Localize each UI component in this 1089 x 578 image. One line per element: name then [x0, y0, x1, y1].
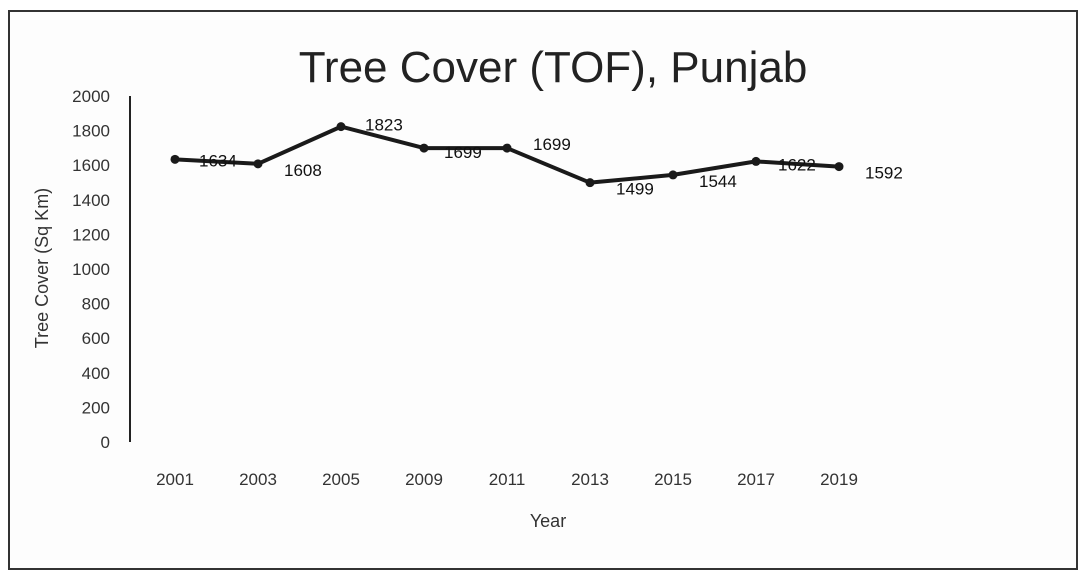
- data-point: [419, 143, 429, 153]
- x-tick-label: 2017: [737, 470, 775, 489]
- y-tick-label: 200: [82, 398, 110, 417]
- y-tick-label: 1600: [72, 156, 110, 175]
- chart-frame: [8, 10, 1078, 570]
- data-point: [336, 122, 346, 132]
- data-point: [170, 154, 180, 164]
- data-point: [751, 156, 761, 166]
- y-axis-title: Tree Cover (Sq Km): [32, 188, 52, 348]
- data-label: 1823: [365, 116, 403, 135]
- data-label: 1608: [284, 161, 322, 180]
- data-point: [253, 159, 263, 169]
- data-label: 1699: [533, 135, 571, 154]
- y-tick-label: 400: [82, 364, 110, 383]
- x-tick-label: 2009: [405, 470, 443, 489]
- data-label: 1544: [699, 172, 737, 191]
- x-axis-title: Year: [530, 511, 566, 531]
- x-tick-label: 2001: [156, 470, 194, 489]
- x-tick-label: 2013: [571, 470, 609, 489]
- y-tick-label: 600: [82, 329, 110, 348]
- series-group: [170, 122, 844, 188]
- x-tick-label: 2005: [322, 470, 360, 489]
- data-point: [585, 178, 595, 188]
- series-line: [174, 124, 840, 185]
- data-label: 1634: [199, 151, 237, 170]
- y-tick-label: 800: [82, 295, 110, 314]
- data-point: [668, 170, 678, 180]
- data-labels: 1634 1608 1823 1699 1699 1499 1544 1622 1592: [199, 116, 903, 199]
- y-tick-label: 1400: [72, 191, 110, 210]
- data-point: [502, 143, 512, 153]
- x-tick-label: 2011: [489, 470, 526, 489]
- data-label: 1699: [444, 143, 482, 162]
- data-label: 1592: [865, 164, 903, 183]
- data-label: 1622: [778, 155, 816, 174]
- x-tick-labels: 2001 2003 2005 2009 2011 2013 2015 2017 2019: [156, 470, 858, 489]
- y-tick-labels: 0 200 400 600 800 1000 1200 1400 1600 1800 2000: [72, 87, 110, 452]
- data-label: 1499: [616, 180, 654, 199]
- y-tick-label: 1200: [72, 225, 110, 244]
- y-tick-label: 1800: [72, 122, 110, 141]
- x-tick-label: 2003: [239, 470, 277, 489]
- y-tick-label: 2000: [72, 87, 110, 106]
- x-tick-label: 2015: [654, 470, 692, 489]
- y-tick-label: 0: [101, 433, 110, 452]
- chart-title: Tree Cover (TOF), Punjab: [299, 43, 808, 92]
- x-tick-label: 2019: [820, 470, 858, 489]
- y-tick-label: 1000: [72, 260, 110, 279]
- data-point: [834, 162, 844, 172]
